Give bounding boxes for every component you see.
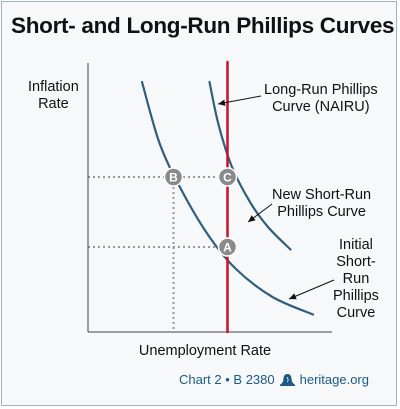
long-run-label-line: Long-Run Phillips — [264, 82, 378, 98]
initial-short-run-arrow-head — [289, 293, 297, 300]
point-marker-a — [217, 237, 238, 257]
point-markers: B C A — [163, 167, 238, 257]
site-name[interactable]: heritage.org — [299, 372, 369, 387]
initial-short-run-curve-label: Initial Short- Run Phillips Curve — [333, 237, 379, 322]
new-short-run-curve — [208, 80, 292, 251]
point-label-b: B — [169, 171, 178, 185]
point-marker-b — [163, 167, 184, 187]
axes — [87, 63, 332, 333]
y-axis-label-line: Rate — [38, 96, 69, 112]
new-short-run-label-line: Phillips Curve — [277, 204, 366, 220]
curves — [140, 60, 315, 334]
point-label-a: A — [223, 241, 232, 255]
long-run-curve-label: Long-Run Phillips Curve (NAIRU) — [264, 82, 378, 116]
initial-label-line: Phillips — [333, 288, 379, 304]
chart-title: Short- and Long-Run Phillips Curves — [11, 13, 395, 38]
point-label-c: C — [223, 171, 232, 185]
new-short-run-curve-label: New Short-Run Phillips Curve — [272, 187, 371, 221]
annotation-arrows — [217, 95, 335, 300]
new-short-run-arrow-head — [248, 215, 256, 222]
y-axis-label: Inflation Rate — [28, 79, 79, 113]
initial-label-line: Curve — [336, 305, 376, 321]
footer: Chart 2 • B 2380 heritage.org — [179, 372, 369, 387]
guide-lines — [88, 176, 229, 332]
initial-short-run-curve — [140, 80, 315, 316]
initial-label-line: Short- — [336, 254, 376, 270]
point-marker-c — [217, 167, 238, 187]
chart-reference: Chart 2 • B 2380 — [179, 372, 275, 387]
new-short-run-label-line: New Short-Run — [272, 187, 372, 203]
long-run-label-line: Curve (NAIRU) — [272, 99, 370, 115]
long-run-arrow — [217, 95, 262, 105]
liberty-bell-icon — [279, 373, 295, 386]
long-run-arrow-head — [218, 99, 226, 106]
x-axis-label: Unemployment Rate — [138, 343, 272, 359]
initial-label-line: Initial — [339, 237, 373, 253]
initial-short-run-arrow — [288, 279, 335, 300]
y-axis-label-line: Inflation — [28, 79, 79, 95]
initial-label-line: Run — [342, 271, 370, 287]
